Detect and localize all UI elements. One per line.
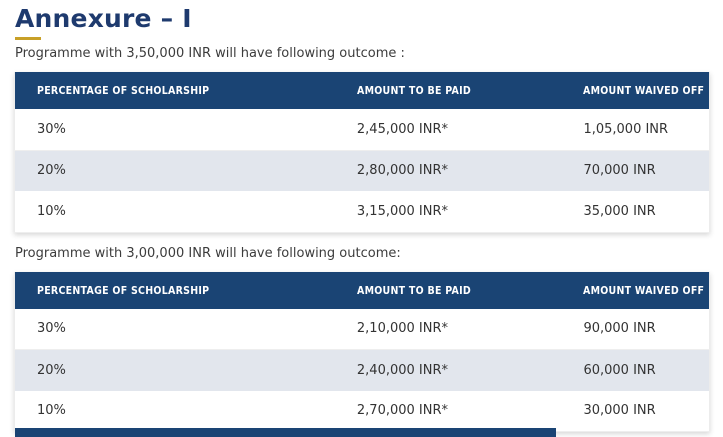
cell-amount-paid: 2,45,000 INR* bbox=[356, 121, 449, 137]
partial-next-table-header bbox=[15, 428, 556, 437]
table-row: 30% 2,45,000 INR* 1,05,000 INR bbox=[14, 109, 710, 150]
cell-amount-waived: 70,000 INR bbox=[583, 163, 656, 179]
col-header-amount-waived: AMOUNT WAIVED OFF bbox=[583, 84, 705, 97]
cell-amount-waived: 90,000 INR bbox=[583, 321, 656, 337]
table-row: 10% 3,15,000 INR* 35,000 INR bbox=[14, 191, 710, 232]
page-title: Annexure – I bbox=[15, 4, 192, 33]
col-header-amount-paid: AMOUNT TO BE PAID bbox=[356, 84, 471, 97]
cell-amount-paid: 2,80,000 INR* bbox=[356, 163, 449, 179]
table-row: 10% 2,70,000 INR* 30,000 INR bbox=[14, 390, 710, 432]
table-header-row: PERCENTAGE OF SCHOLARSHIP AMOUNT TO BE P… bbox=[14, 271, 710, 309]
col-header-percentage: PERCENTAGE OF SCHOLARSHIP bbox=[37, 84, 210, 97]
cell-percentage: 20% bbox=[37, 362, 66, 378]
intro-text-programme-350000: Programme with 3,50,000 INR will have fo… bbox=[15, 46, 405, 61]
scholarship-table-350000: PERCENTAGE OF SCHOLARSHIP AMOUNT TO BE P… bbox=[14, 72, 710, 233]
intro-text-programme-300000: Programme with 3,00,000 INR will have fo… bbox=[15, 245, 401, 261]
col-header-percentage: PERCENTAGE OF SCHOLARSHIP bbox=[37, 283, 210, 297]
table-header-row: PERCENTAGE OF SCHOLARSHIP AMOUNT TO BE P… bbox=[14, 72, 710, 109]
cell-percentage: 20% bbox=[37, 163, 66, 179]
cell-percentage: 30% bbox=[37, 321, 66, 337]
cell-percentage: 10% bbox=[37, 203, 66, 219]
cell-amount-waived: 1,05,000 INR bbox=[583, 121, 669, 137]
table-row: 20% 2,40,000 INR* 60,000 INR bbox=[14, 349, 710, 391]
table-row: 30% 2,10,000 INR* 90,000 INR bbox=[14, 308, 710, 350]
cell-percentage: 30% bbox=[37, 121, 66, 137]
col-header-amount-paid: AMOUNT TO BE PAID bbox=[356, 283, 471, 297]
scholarship-table-300000: PERCENTAGE OF SCHOLARSHIP AMOUNT TO BE P… bbox=[14, 271, 710, 432]
cell-amount-paid: 2,40,000 INR* bbox=[356, 362, 449, 378]
cell-amount-paid: 2,70,000 INR* bbox=[356, 403, 449, 419]
cell-percentage: 10% bbox=[37, 403, 66, 419]
cell-amount-paid: 3,15,000 INR* bbox=[356, 203, 449, 219]
title-underline-accent bbox=[15, 37, 41, 40]
cell-amount-waived: 35,000 INR bbox=[583, 203, 656, 219]
table-row: 20% 2,80,000 INR* 70,000 INR bbox=[14, 150, 710, 191]
col-header-amount-waived: AMOUNT WAIVED OFF bbox=[583, 283, 705, 297]
cell-amount-waived: 60,000 INR bbox=[583, 362, 656, 378]
cell-amount-paid: 2,10,000 INR* bbox=[356, 321, 449, 337]
cell-amount-waived: 30,000 INR bbox=[583, 403, 656, 419]
